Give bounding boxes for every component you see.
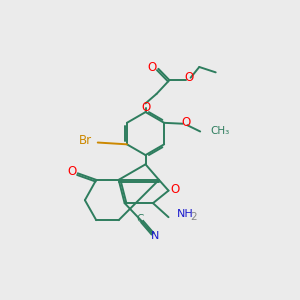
Text: C: C <box>136 214 144 224</box>
Text: Br: Br <box>79 134 92 147</box>
Text: CH₃: CH₃ <box>211 127 230 136</box>
Text: O: O <box>147 61 156 74</box>
Text: N: N <box>151 231 160 241</box>
Text: O: O <box>181 116 190 129</box>
Text: 2: 2 <box>190 212 196 222</box>
Text: O: O <box>68 165 77 178</box>
Text: NH: NH <box>177 208 194 219</box>
Text: O: O <box>170 183 180 196</box>
Text: O: O <box>184 71 194 84</box>
Text: O: O <box>141 101 150 114</box>
